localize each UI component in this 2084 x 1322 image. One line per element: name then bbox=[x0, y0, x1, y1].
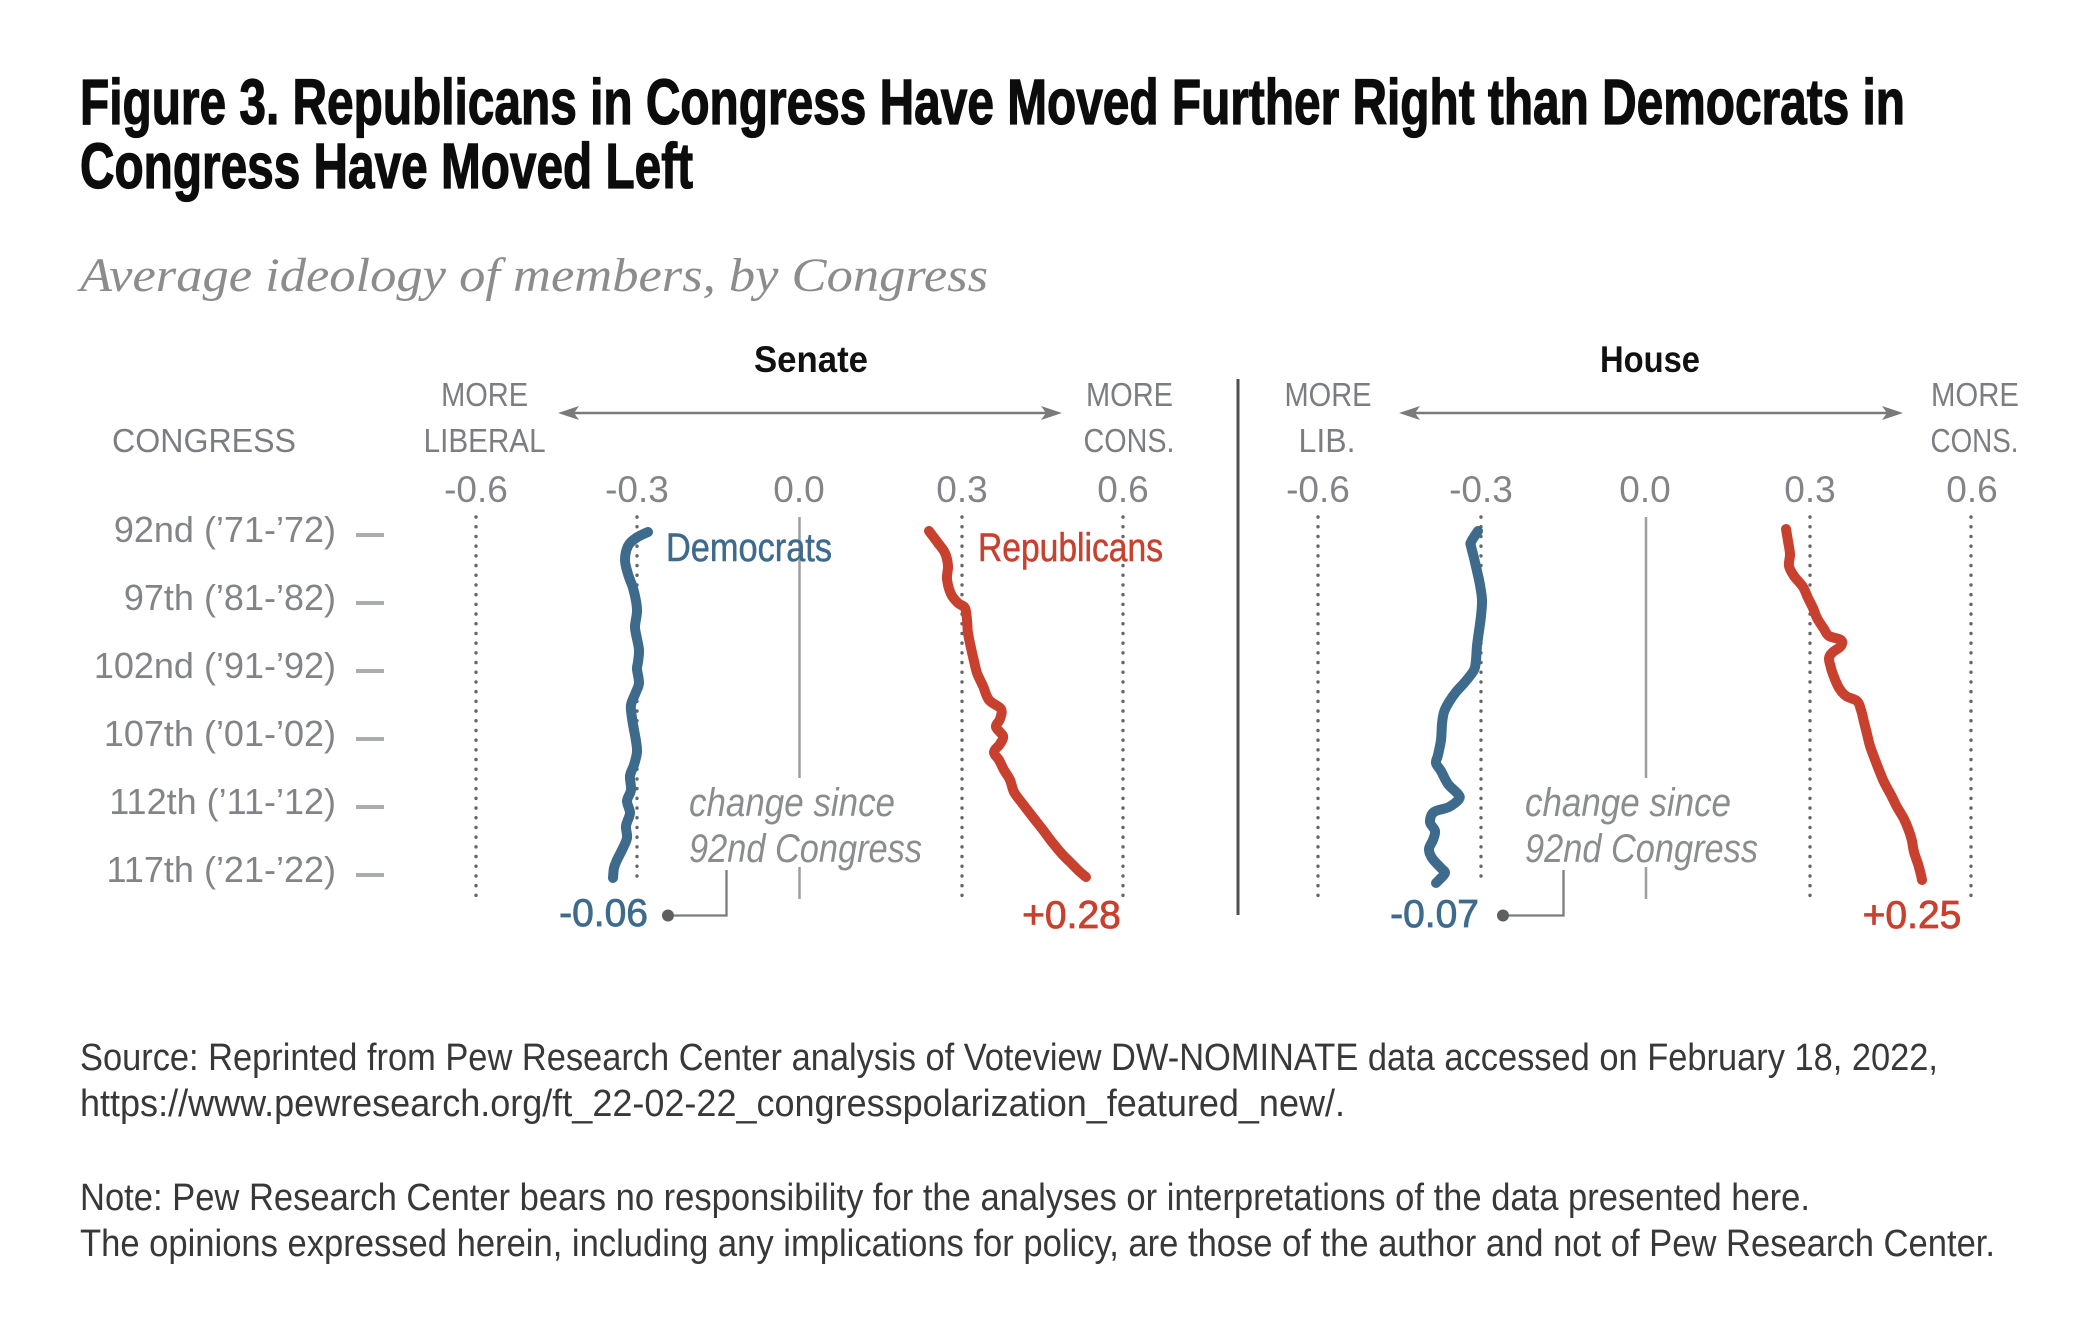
svg-text:0.6: 0.6 bbox=[1097, 469, 1148, 510]
svg-text:92nd Congress: 92nd Congress bbox=[1525, 827, 1758, 871]
svg-text:117th (’21-’22): 117th (’21-’22) bbox=[107, 849, 336, 890]
svg-text:92nd Congress: 92nd Congress bbox=[689, 827, 922, 871]
svg-text:change since: change since bbox=[1525, 781, 1731, 825]
svg-text:0.6: 0.6 bbox=[1946, 469, 1997, 510]
svg-text:-0.3: -0.3 bbox=[605, 469, 669, 510]
svg-text:92nd (’71-’72): 92nd (’71-’72) bbox=[114, 509, 336, 550]
svg-text:CONGRESS: CONGRESS bbox=[112, 422, 296, 459]
svg-text:Congress Have Moved Left: Congress Have Moved Left bbox=[80, 130, 693, 202]
svg-text:change since: change since bbox=[689, 781, 895, 825]
svg-text:The opinions expressed herein,: The opinions expressed herein, including… bbox=[80, 1223, 1995, 1265]
svg-text:-0.06: -0.06 bbox=[559, 892, 648, 935]
svg-text:107th (’01-’02): 107th (’01-’02) bbox=[104, 713, 336, 754]
svg-text:Note: Pew Research Center bear: Note: Pew Research Center bears no respo… bbox=[80, 1177, 1810, 1219]
svg-text:-0.07: -0.07 bbox=[1390, 893, 1479, 936]
svg-text:CONS.: CONS. bbox=[1084, 422, 1175, 459]
svg-text:MORE: MORE bbox=[1285, 376, 1372, 413]
svg-text:0.0: 0.0 bbox=[773, 469, 824, 510]
svg-text:Source: Reprinted from Pew Res: Source: Reprinted from Pew Research Cent… bbox=[80, 1037, 1938, 1079]
svg-text:0.3: 0.3 bbox=[936, 469, 987, 510]
svg-text:97th (’81-’82): 97th (’81-’82) bbox=[124, 577, 336, 618]
svg-text:102nd (’91-’92): 102nd (’91-’92) bbox=[94, 645, 336, 686]
svg-text:LIBERAL: LIBERAL bbox=[424, 422, 546, 459]
svg-text:Senate: Senate bbox=[754, 339, 868, 380]
svg-text:0.3: 0.3 bbox=[1784, 469, 1835, 510]
svg-text:LIB.: LIB. bbox=[1299, 422, 1356, 459]
svg-text:House: House bbox=[1600, 339, 1700, 380]
svg-text:MORE: MORE bbox=[441, 376, 528, 413]
svg-text:112th (’11-’12): 112th (’11-’12) bbox=[109, 781, 336, 822]
svg-text:https://www.pewresearch.org/ft: https://www.pewresearch.org/ft_22-02-22_… bbox=[80, 1083, 1345, 1125]
svg-text:Democrats: Democrats bbox=[666, 526, 832, 570]
svg-text:Republicans: Republicans bbox=[978, 526, 1163, 570]
svg-text:+0.28: +0.28 bbox=[1022, 894, 1121, 937]
svg-text:CONS.: CONS. bbox=[1931, 422, 2019, 459]
svg-text:-0.3: -0.3 bbox=[1449, 469, 1513, 510]
svg-text:Figure 3. Republicans in Congr: Figure 3. Republicans in Congress Have M… bbox=[80, 66, 1905, 138]
svg-text:-0.6: -0.6 bbox=[1286, 469, 1350, 510]
svg-text:+0.25: +0.25 bbox=[1863, 894, 1962, 937]
svg-text:0.0: 0.0 bbox=[1619, 469, 1670, 510]
svg-text:-0.6: -0.6 bbox=[444, 469, 508, 510]
svg-text:MORE: MORE bbox=[1931, 376, 2019, 413]
svg-text:Average ideology of members, b: Average ideology of members, by Congress bbox=[77, 249, 988, 302]
svg-text:MORE: MORE bbox=[1086, 376, 1173, 413]
